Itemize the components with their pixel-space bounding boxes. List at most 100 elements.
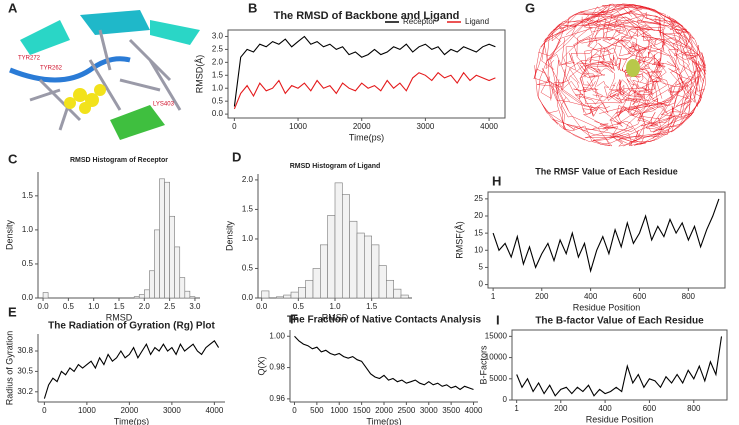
y-tick-label: 0.5	[22, 259, 34, 268]
trajectory	[619, 43, 689, 116]
bar	[305, 279, 314, 299]
y-tick-label: 15000	[485, 331, 508, 340]
y-tick-label: 0.0	[22, 293, 34, 302]
x-tick-label: 1000	[330, 406, 348, 415]
trajectory	[556, 37, 575, 131]
residue-label: TYR272	[18, 56, 41, 62]
x-tick-label: 2000	[353, 122, 371, 131]
y-tick-label: 15	[474, 228, 483, 237]
y-axis-label: B-Factors	[478, 345, 488, 385]
line	[516, 336, 723, 397]
x-tick-label: 2000	[120, 406, 138, 415]
y-tick-label: 5	[479, 263, 484, 272]
trajectory	[594, 88, 655, 129]
trajectory	[555, 37, 639, 102]
trajectory	[565, 4, 702, 108]
x-tick-label: 600	[633, 292, 647, 301]
trajectory	[609, 73, 656, 113]
y-axis-label: Density	[4, 219, 14, 250]
bar	[320, 244, 328, 299]
x-tick-label: 3500	[442, 406, 460, 415]
bar	[164, 181, 170, 299]
bar	[298, 287, 306, 299]
trajectory	[534, 6, 689, 101]
trajectory	[562, 69, 610, 129]
bar	[169, 215, 175, 299]
panel-label: E	[8, 304, 17, 319]
trajectory	[576, 25, 633, 86]
legend-label: Receptor	[403, 17, 436, 26]
x-tick-label: 0.5	[293, 302, 305, 311]
bar	[378, 265, 387, 299]
bar	[349, 220, 358, 299]
trajectory	[534, 65, 703, 144]
trajectory	[623, 44, 701, 147]
x-tick-label: 1.0	[88, 302, 100, 311]
panel-label: B	[248, 0, 257, 15]
x-tick-label: 500	[310, 406, 324, 415]
x-tick-label: 1.5	[113, 302, 125, 311]
trajectory	[584, 16, 681, 71]
residue-label: LYS403	[153, 102, 175, 108]
ligand-blob	[626, 59, 640, 77]
x-tick-label: 3000	[163, 406, 181, 415]
y-axis-label: RMSF(Å)	[454, 221, 464, 259]
x-axis-label: Time(ps)	[114, 416, 149, 425]
y-tick-label: 25	[474, 194, 483, 203]
y-tick-label: 5000	[489, 374, 507, 383]
bar	[133, 296, 140, 299]
x-tick-label: 200	[535, 292, 549, 301]
bar	[312, 268, 321, 299]
bar	[290, 291, 299, 299]
legend-label: Ligand	[465, 17, 489, 26]
y-tick-label: 30.8	[17, 346, 33, 355]
panel-label: D	[232, 149, 241, 164]
x-tick-label: 200	[554, 404, 568, 413]
x-tick-label: 1.5	[366, 302, 378, 311]
chart-title: RMSD Histogram of Ligand	[290, 163, 381, 170]
line	[233, 35, 496, 107]
panel-label: H	[492, 173, 501, 188]
ribbon	[20, 20, 70, 55]
y-tick-label: 2.0	[212, 57, 224, 66]
x-tick-label: 600	[643, 404, 657, 413]
x-tick-label: 0	[42, 406, 47, 415]
bar	[149, 270, 155, 299]
bar	[184, 290, 191, 299]
x-axis-label: Residue Position	[573, 302, 641, 312]
x-tick-label: 0	[292, 406, 297, 415]
x-tick-label: 1500	[353, 406, 371, 415]
y-tick-label: 1.0	[22, 225, 34, 234]
y-tick-label: 0.98	[269, 363, 285, 372]
y-tick-label: 30.2	[17, 387, 33, 396]
trajectory	[592, 57, 662, 98]
x-tick-label: 1.0	[329, 302, 341, 311]
x-tick-label: 2.5	[164, 302, 176, 311]
y-tick-label: 30.5	[17, 367, 33, 376]
trajectory	[565, 28, 651, 71]
x-axis-label: Time(ps)	[349, 132, 384, 142]
y-tick-label: 1.5	[22, 191, 34, 200]
x-tick-label: 0.0	[38, 302, 50, 311]
x-tick-label: 1000	[289, 122, 307, 131]
trajectory	[629, 10, 666, 73]
sticks	[29, 29, 182, 131]
y-axis-label: Radius of Gyration	[4, 331, 14, 406]
trajectory	[626, 74, 643, 97]
x-tick-label: 3.0	[189, 302, 201, 311]
x-tick-label: 4000	[465, 406, 483, 415]
y-tick-label: 2.0	[242, 175, 254, 184]
ribbon	[80, 10, 150, 35]
x-tick-label: 0.0	[256, 302, 268, 311]
trajectory	[547, 3, 615, 117]
bar	[356, 232, 365, 299]
trajectory	[599, 28, 706, 133]
residue-label: TYR262	[40, 66, 63, 72]
bar	[276, 296, 284, 299]
chart-title: The Fraction of Native Contacts Analysis	[287, 315, 482, 326]
bar	[342, 194, 350, 299]
x-tick-label: 0	[232, 122, 237, 131]
trajectory	[561, 96, 671, 142]
x-tick-label: 0.5	[63, 302, 75, 311]
x-axis-label: RMSD	[106, 312, 133, 322]
